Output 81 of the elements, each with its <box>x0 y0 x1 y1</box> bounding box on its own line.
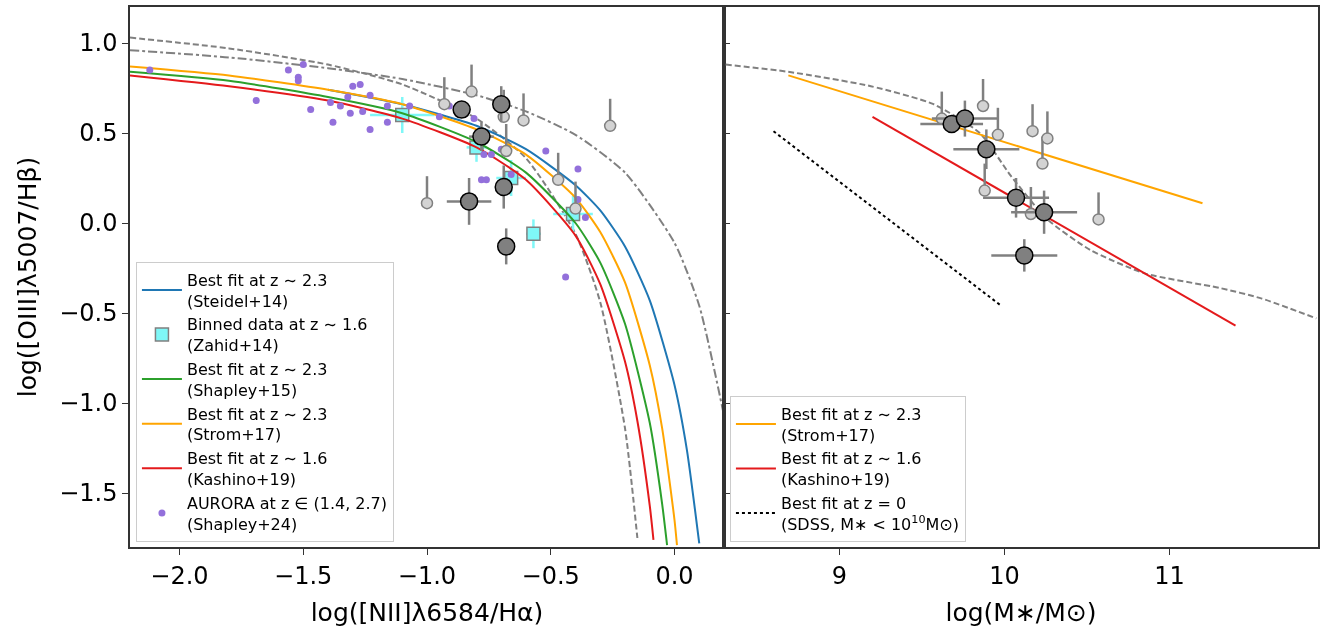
point <box>1006 188 1026 208</box>
legend-label: Best fit at z ∼ 2.3 (Steidel+14) <box>186 270 328 311</box>
x-tick-label: 9 <box>831 561 848 590</box>
y-tick-label: −1.0 <box>59 389 118 418</box>
point <box>955 109 975 128</box>
point <box>1092 213 1105 226</box>
point <box>329 118 337 126</box>
point <box>1034 202 1054 222</box>
point <box>470 115 478 123</box>
y-axis-title: log([OIII]λ5007/Hβ) <box>13 156 43 398</box>
legend-label: Best fit at z = 0 (SDSS, M∗ < 10$^{10}$M⊙) <box>780 493 959 534</box>
point <box>452 100 471 119</box>
point <box>551 173 565 187</box>
x-tick-label: −1.5 <box>274 561 333 590</box>
point <box>492 94 511 114</box>
x-axis-title: log(M∗/M⊙) <box>945 598 1097 627</box>
x-tick-label: 0.0 <box>655 561 694 590</box>
point <box>356 80 364 88</box>
point <box>569 202 582 215</box>
legend-label: Best fit at z ∼ 1.6 (Kashino+19) <box>780 449 922 490</box>
point <box>366 125 374 133</box>
point <box>346 109 354 117</box>
point <box>146 66 154 74</box>
point <box>406 102 414 110</box>
point <box>978 184 991 197</box>
point <box>383 118 391 126</box>
point <box>459 192 479 211</box>
point <box>942 114 961 134</box>
point <box>499 144 513 158</box>
point <box>496 237 516 256</box>
point <box>438 97 451 111</box>
point <box>366 91 374 99</box>
point <box>1015 246 1034 265</box>
point <box>344 93 352 101</box>
legend-label: Best fit at z ∼ 2.3 (Strom+17) <box>780 404 922 445</box>
point <box>359 107 367 115</box>
point <box>581 214 589 222</box>
point <box>977 139 996 159</box>
point <box>336 102 344 110</box>
point <box>976 99 990 113</box>
legend-label: Best fit at z ∼ 2.3 (Strom+17) <box>186 404 328 445</box>
point <box>562 273 570 281</box>
point <box>487 151 495 159</box>
x-tick-label: 11 <box>1154 561 1185 590</box>
y-tick-label: 0.5 <box>79 119 118 148</box>
point <box>480 151 488 159</box>
point <box>1036 157 1049 170</box>
point <box>294 77 302 85</box>
x-tick-label: −2.0 <box>150 561 209 590</box>
point <box>991 128 1005 142</box>
y-tick-label: 0.0 <box>79 209 118 238</box>
point <box>517 114 530 127</box>
point <box>494 177 513 197</box>
point <box>420 196 434 210</box>
x-tick-label: 10 <box>989 561 1020 590</box>
point <box>603 119 617 133</box>
y-tick-label: 1.0 <box>79 29 118 58</box>
point <box>465 85 478 98</box>
point <box>307 106 315 114</box>
point <box>284 66 292 74</box>
point <box>299 61 307 69</box>
point <box>542 147 550 155</box>
point <box>383 102 391 110</box>
point <box>326 98 334 106</box>
point <box>349 82 357 90</box>
y-tick-label: −1.5 <box>59 479 118 508</box>
point <box>574 165 582 173</box>
point <box>1041 132 1054 145</box>
y-tick-label: −0.5 <box>59 299 118 328</box>
x-tick-label: −1.0 <box>397 561 457 590</box>
x-axis-title: log([NII]λ6584/Hα) <box>310 598 544 627</box>
point <box>435 113 443 121</box>
legend-label: Binned data at z ∼ 1.6 (Zahid+14) <box>186 315 368 356</box>
point <box>252 97 260 105</box>
point <box>1026 124 1039 138</box>
point <box>482 176 490 184</box>
point <box>472 127 491 146</box>
x-tick-label: −0.5 <box>521 561 580 590</box>
legend-label: Best fit at z ∼ 1.6 (Kashino+19) <box>186 449 328 489</box>
legend-label: AURORA at z ∈ (1.4, 2.7) (Shapley+24) <box>186 493 388 534</box>
legend-label: Best fit at z ∼ 2.3 (Shapley+15) <box>186 359 328 400</box>
